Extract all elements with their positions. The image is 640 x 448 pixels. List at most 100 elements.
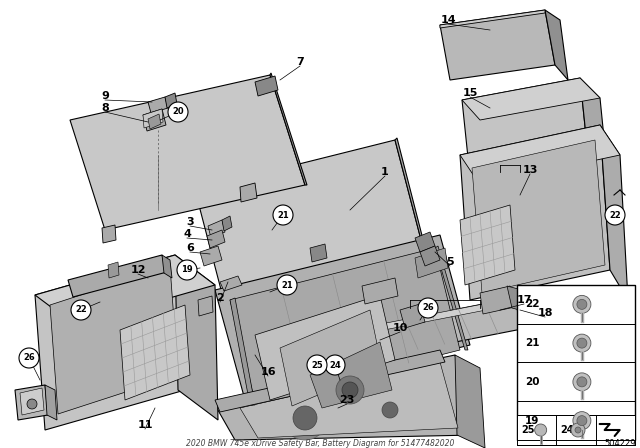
Text: 26: 26 xyxy=(23,353,35,362)
Text: 20: 20 xyxy=(525,377,540,387)
Polygon shape xyxy=(472,140,605,293)
Polygon shape xyxy=(222,216,232,231)
Polygon shape xyxy=(120,305,190,400)
Polygon shape xyxy=(200,246,222,266)
Polygon shape xyxy=(240,183,257,202)
Text: 4: 4 xyxy=(183,229,191,239)
Polygon shape xyxy=(108,262,119,278)
Circle shape xyxy=(575,427,581,433)
Polygon shape xyxy=(215,355,475,440)
Text: 19: 19 xyxy=(525,416,540,426)
Circle shape xyxy=(177,260,197,280)
Polygon shape xyxy=(208,220,225,238)
Text: 10: 10 xyxy=(392,323,408,333)
Text: 11: 11 xyxy=(137,420,153,430)
Text: 22: 22 xyxy=(525,299,540,310)
Polygon shape xyxy=(280,310,382,406)
Circle shape xyxy=(573,373,591,391)
Polygon shape xyxy=(362,278,398,304)
Polygon shape xyxy=(325,288,578,339)
Polygon shape xyxy=(215,350,445,412)
Text: 21: 21 xyxy=(277,211,289,220)
Circle shape xyxy=(374,394,406,426)
Text: 504229: 504229 xyxy=(604,439,636,448)
Circle shape xyxy=(577,377,587,387)
Text: 1: 1 xyxy=(381,167,389,177)
Text: 9: 9 xyxy=(101,91,109,101)
Text: 6: 6 xyxy=(186,243,194,253)
Polygon shape xyxy=(148,114,161,129)
Text: 3: 3 xyxy=(186,217,194,227)
Text: 25: 25 xyxy=(311,361,323,370)
Circle shape xyxy=(277,275,297,295)
Polygon shape xyxy=(460,125,610,300)
Text: 22: 22 xyxy=(75,306,87,314)
Circle shape xyxy=(336,376,364,404)
Polygon shape xyxy=(462,78,600,120)
Polygon shape xyxy=(175,255,218,420)
Text: 2: 2 xyxy=(216,293,224,303)
Polygon shape xyxy=(517,285,635,440)
Polygon shape xyxy=(230,298,255,405)
Polygon shape xyxy=(68,255,167,297)
Polygon shape xyxy=(517,415,635,445)
Polygon shape xyxy=(440,10,545,28)
Polygon shape xyxy=(240,362,458,438)
Polygon shape xyxy=(435,246,468,350)
Polygon shape xyxy=(45,385,57,420)
Text: 24: 24 xyxy=(561,425,574,435)
Text: 22: 22 xyxy=(609,211,621,220)
Circle shape xyxy=(168,102,188,122)
Text: 19: 19 xyxy=(181,266,193,275)
Polygon shape xyxy=(507,286,527,312)
Polygon shape xyxy=(198,296,213,316)
Circle shape xyxy=(27,399,37,409)
Circle shape xyxy=(573,334,591,352)
Polygon shape xyxy=(102,225,116,243)
Polygon shape xyxy=(165,93,177,108)
Polygon shape xyxy=(35,255,215,325)
Polygon shape xyxy=(215,235,470,400)
Polygon shape xyxy=(545,10,568,80)
Polygon shape xyxy=(338,378,361,402)
Polygon shape xyxy=(565,288,600,332)
Circle shape xyxy=(577,299,587,310)
Text: 2020 BMW 745e xDrive Safety Bar, Battery Diagram for 51477482020: 2020 BMW 745e xDrive Safety Bar, Battery… xyxy=(186,439,454,448)
Text: 7: 7 xyxy=(296,57,304,67)
Circle shape xyxy=(283,396,327,440)
Polygon shape xyxy=(415,248,448,278)
Text: 18: 18 xyxy=(537,308,553,318)
Polygon shape xyxy=(50,266,178,414)
Text: 25: 25 xyxy=(521,425,534,435)
Text: 13: 13 xyxy=(522,165,538,175)
Circle shape xyxy=(342,382,358,398)
Polygon shape xyxy=(400,304,425,328)
Circle shape xyxy=(293,406,317,430)
Polygon shape xyxy=(310,342,392,408)
Polygon shape xyxy=(600,125,628,300)
Polygon shape xyxy=(420,246,440,266)
Text: 12: 12 xyxy=(131,265,146,275)
Circle shape xyxy=(534,424,547,436)
Polygon shape xyxy=(310,244,327,262)
Polygon shape xyxy=(325,288,578,365)
Polygon shape xyxy=(15,385,48,420)
Circle shape xyxy=(71,300,91,320)
Text: 5: 5 xyxy=(446,257,454,267)
Circle shape xyxy=(571,423,585,437)
Text: 21: 21 xyxy=(281,280,293,289)
Circle shape xyxy=(573,295,591,313)
Polygon shape xyxy=(220,276,242,291)
Polygon shape xyxy=(70,75,305,230)
Circle shape xyxy=(19,348,39,368)
Polygon shape xyxy=(480,286,515,314)
Text: 20: 20 xyxy=(172,108,184,116)
Polygon shape xyxy=(270,73,307,185)
Text: 16: 16 xyxy=(260,367,276,377)
Polygon shape xyxy=(143,109,163,128)
Polygon shape xyxy=(143,109,166,131)
Polygon shape xyxy=(148,97,168,113)
Circle shape xyxy=(577,338,587,348)
Text: 24: 24 xyxy=(329,361,341,370)
Circle shape xyxy=(577,416,587,426)
